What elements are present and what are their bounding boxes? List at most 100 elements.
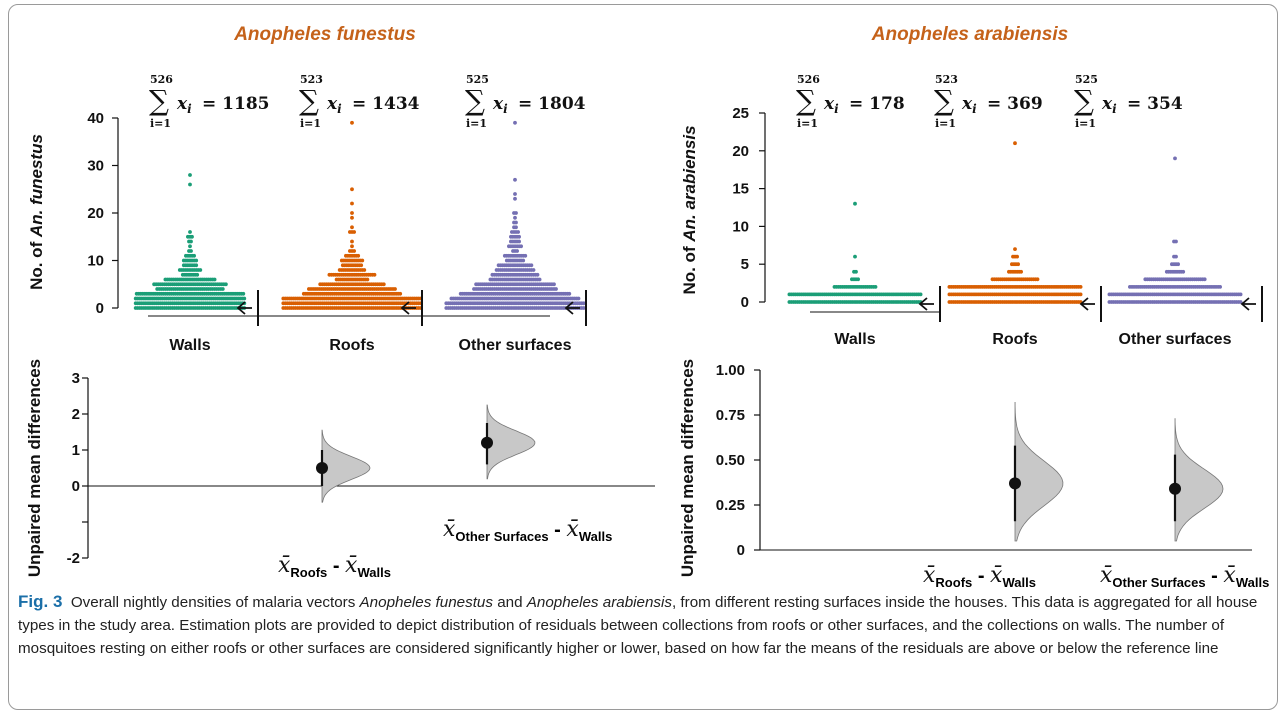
swarm-point [190,234,194,239]
swarm-point [350,201,354,206]
swarm-point [398,291,403,296]
sum-lower: i=1 [466,117,487,130]
swarm-point [918,292,923,297]
contrast-label-funestus-roofs: x̄Roofs - x̄Walls [278,553,391,580]
swarm-point [350,211,354,215]
panel-title-funestus: Anopheles funestus [233,24,416,45]
category-label-other-surfaces: Other surfaces [459,337,572,354]
swarm-point [515,249,519,253]
swarm-point [853,254,857,259]
sum-symbol: ∑ [934,84,954,117]
y-tick-label: 5 [741,256,749,273]
swarm-point [513,215,517,220]
swarm-point [513,192,517,196]
swarm-point [350,225,354,230]
swarm-point [189,239,193,244]
sum-upper: 523 [935,73,958,86]
swarm-series-other-surfaces [444,120,586,310]
y-label-prefix: No. of [680,242,699,295]
swarm-point [514,225,518,230]
mean-difference-point [1009,477,1021,490]
contrast-label-arabiensis-roofs: x̄Roofs - x̄Walls [923,563,1036,590]
swarm-point [1176,262,1180,267]
swarm-point [535,272,540,277]
mean-marker-arrow [918,297,934,311]
swarm-series-walls [787,201,923,304]
sum-label-funestus-walls: 526 ∑ i=1 xi = 1185 [149,73,270,130]
swarm-series-roofs [947,141,1083,304]
swarm-point [1181,269,1186,274]
swarm-point [514,220,518,225]
swarm-point [393,287,397,291]
swarm-point [356,253,361,258]
y-tick-label: 0.25 [716,497,745,514]
sum-upper: 526 [150,73,173,86]
figure-canvas: Anopheles funestus Anopheles arabiensis … [25,24,1269,590]
mean-difference-plot-arabiensis: 0 0.25 0.50 0.75 1.00 [716,362,1252,559]
mean-marker-arrow [1079,297,1095,311]
sum-upper: 525 [1075,73,1098,86]
swarm-point [576,296,581,301]
figure-frame [8,4,1278,710]
swarm-point [198,268,203,272]
y-tick-label: -2 [67,550,80,567]
y-tick-label: 0 [737,542,745,559]
swarm-point [581,301,586,306]
y-tick-label: 10 [732,218,749,235]
sum-total: = 178 [849,94,905,114]
swarm-point [854,269,858,274]
bootstrap-distribution [1174,418,1224,542]
swarm-point [856,277,860,282]
swarm-point [1218,285,1222,289]
swarm-point [581,306,586,310]
contrast-other-surfaces-walls [481,404,536,480]
mean-difference-plot-funestus: -2 0 1 2 3 [67,370,655,567]
swarm-point [350,244,354,249]
swarm-point [350,215,354,220]
sum-lower: i=1 [300,117,321,130]
mean-difference-point [1169,482,1181,495]
sum-symbol: ∑ [1074,84,1094,117]
swarm-point [1016,262,1020,267]
mean-marker-arrow [1240,297,1256,311]
category-label-other-surfaces: Other surfaces [1119,331,1232,348]
swarm-point [220,287,225,291]
swarm-point [194,258,199,263]
sum-var: xi [1101,94,1117,116]
y-tick-label: 0.75 [716,407,745,424]
sum-var: xi [176,94,192,116]
swarm-point [519,244,523,249]
contrast-other-surfaces-walls [1169,418,1224,542]
swarm-point [360,258,365,263]
caption-label: Fig. 3 [18,592,63,611]
figure-caption: Fig. 3 Overall nightly densities of mala… [18,590,1270,660]
category-label-walls: Walls [834,331,875,348]
swarm-point [554,287,558,291]
sum-lower: i=1 [935,117,956,130]
swarm-point [513,177,517,182]
sum-symbol: ∑ [299,84,319,117]
bootstrap-distribution [321,429,371,503]
mean-difference-point [316,462,328,474]
y-tick-label: 20 [87,205,104,222]
swarm-point [1019,269,1023,274]
y-tick-label: 20 [732,143,749,160]
swarm-point [552,282,556,287]
contrast-label-text: x̄Other Surfaces - x̄Walls [443,517,612,544]
swarm-point [517,234,521,239]
swarm-point [1013,247,1017,252]
swarm-point [1078,285,1083,289]
caption-species-1: Anopheles funestus [359,594,493,611]
swarm-point [350,239,354,244]
swarm-series-walls [133,173,247,310]
sum-label-funestus-other: 525 ∑ i=1 xi = 1804 [465,73,586,130]
swarm-point [188,182,192,187]
swarm-point [381,282,386,287]
sum-label-arabiensis-other: 525 ∑ i=1 xi = 354 [1074,73,1183,130]
swarm-point [359,263,364,268]
diff-y-axis-label-funestus: Unpaired mean differences [25,359,44,577]
y-axis-label-arabiensis: No. of An. arabiensis [680,125,699,294]
y-tick-label: 40 [87,110,104,127]
sum-total: = 354 [1127,94,1183,114]
